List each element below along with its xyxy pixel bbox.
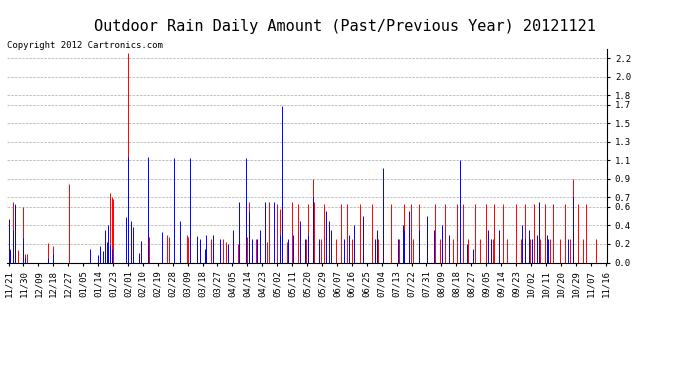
Text: Past  (Inches): Past (Inches) — [575, 20, 650, 29]
Text: Previous  (Inches): Previous (Inches) — [443, 20, 540, 29]
Text: Copyright 2012 Cartronics.com: Copyright 2012 Cartronics.com — [7, 41, 163, 50]
Text: Outdoor Rain Daily Amount (Past/Previous Year) 20121121: Outdoor Rain Daily Amount (Past/Previous… — [94, 19, 596, 34]
